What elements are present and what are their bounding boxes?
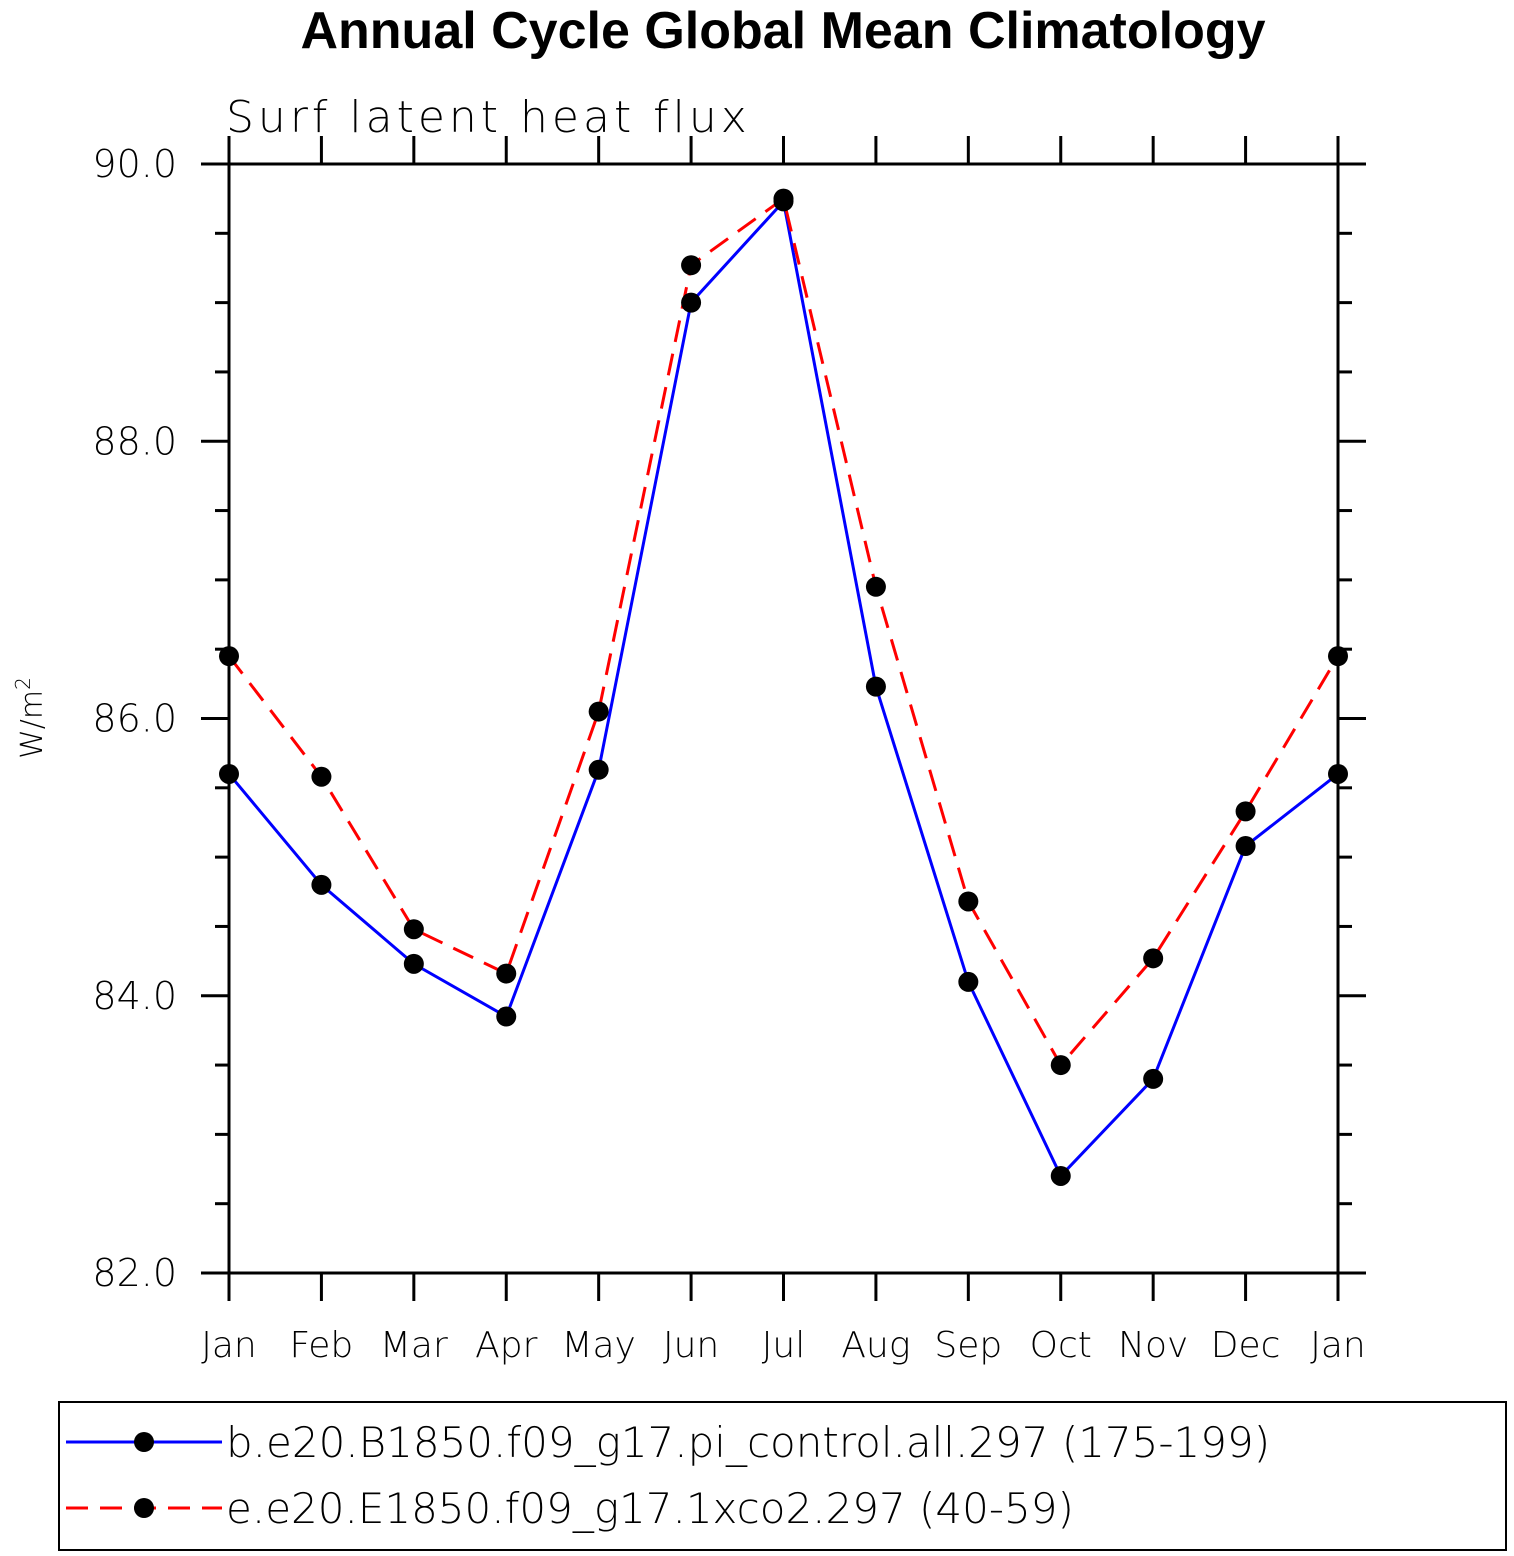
y-tick-label: 90.0: [92, 142, 177, 186]
x-tick-labels: Jan Feb Mar Apr May Jun Jul Aug Sep Oct Nov Dec Jan: [201, 1325, 1366, 1366]
y-tick-label: 82.0: [92, 1251, 177, 1295]
chart-title: Annual Cycle Global Mean Climatology: [300, 2, 1265, 60]
series-2-point: [496, 963, 517, 984]
series-layer: [219, 188, 1348, 1186]
series-2-point: [865, 576, 886, 597]
y-tick-labels: 82.0 84.0 86.0 88.0 90.0: [92, 142, 177, 1295]
y-tick-label: 84.0: [92, 974, 177, 1018]
legend-label-2: e.e20.E1850.f09_g17.1xco2.297 (40-59): [226, 1484, 1074, 1533]
series-line-1: [227, 198, 1339, 1179]
series-1-point: [681, 292, 702, 313]
plot-frame: [227, 162, 1340, 1275]
series-2-point: [403, 919, 424, 940]
y-axis-label-unit: W/m: [15, 690, 50, 759]
legend-label-1: b.e20.B1850.f09_g17.pi_control.all.297 (…: [226, 1418, 1270, 1467]
chart-subtitle: Surf latent heat flux: [226, 92, 751, 143]
x-tick-label: Jun: [663, 1325, 719, 1366]
series-2-point: [773, 188, 794, 209]
x-tick-label: Mar: [380, 1325, 448, 1366]
series-2-point: [588, 701, 609, 722]
series-1-point: [403, 953, 424, 974]
series-2-point: [1143, 948, 1164, 969]
series-1-point: [865, 676, 886, 697]
series-2-point: [681, 255, 702, 276]
y-tick-label: 86.0: [92, 697, 177, 741]
legend-box: [58, 1401, 1507, 1551]
series-2-point: [1050, 1055, 1071, 1076]
x-tick-label: Jul: [762, 1325, 805, 1366]
series-1-point: [1050, 1165, 1071, 1186]
axis-ticks: [201, 136, 1366, 1301]
series-1-point: [588, 759, 609, 780]
x-tick-label: Jan: [201, 1325, 257, 1366]
series-2-point: [1235, 801, 1256, 822]
series-line-2: [227, 196, 1340, 1068]
x-tick-label: May: [561, 1325, 635, 1366]
series-1-point: [311, 874, 332, 895]
x-tick-label: Nov: [1118, 1325, 1188, 1366]
series-2-point: [958, 891, 979, 912]
series-2-point: [1328, 646, 1348, 667]
svg-text:W/m2: W/m2: [11, 677, 50, 759]
series-1-point: [958, 971, 979, 992]
series-2-point: [311, 766, 332, 787]
x-tick-label: Jan: [1310, 1325, 1366, 1366]
y-axis-label: W/m2: [11, 677, 50, 759]
series-1-point: [496, 1006, 517, 1027]
series-2-point: [219, 646, 239, 667]
legend-items: b.e20.B1850.f09_g17.pi_control.all.297 (…: [66, 1418, 1270, 1533]
legend: b.e20.B1850.f09_g17.pi_control.all.297 (…: [58, 1401, 1507, 1551]
x-tick-label: Feb: [290, 1325, 354, 1366]
y-axis-label-superscript: 2: [11, 677, 35, 690]
legend-marker-1: [134, 1432, 154, 1452]
x-tick-label: Aug: [841, 1325, 910, 1366]
series-1-point: [219, 763, 239, 784]
x-tick-label: Apr: [475, 1325, 537, 1366]
series-1-point: [1328, 763, 1348, 784]
series-1-point: [1235, 836, 1256, 857]
x-tick-label: Sep: [934, 1325, 1002, 1366]
y-tick-label: 88.0: [92, 419, 177, 463]
series-1-point: [1143, 1068, 1164, 1089]
x-tick-label: Dec: [1211, 1325, 1281, 1366]
legend-marker-2: [134, 1498, 154, 1518]
x-tick-label: Oct: [1030, 1325, 1092, 1366]
